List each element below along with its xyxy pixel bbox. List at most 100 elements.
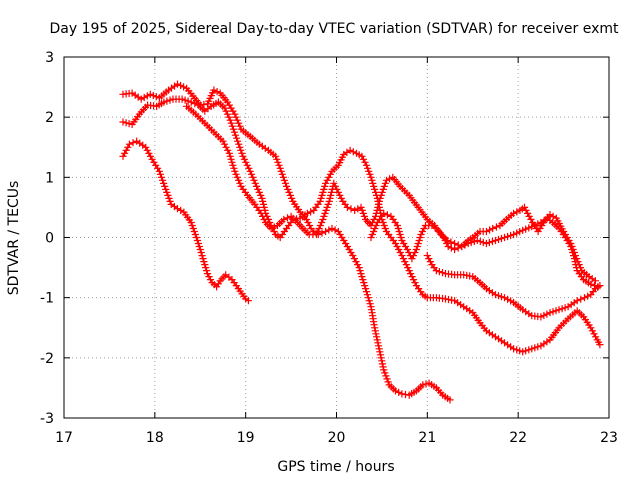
data-point [226, 152, 234, 160]
data-point [235, 119, 243, 127]
data-point [257, 191, 265, 199]
x-tick-label: 20 [328, 430, 346, 446]
data-point [229, 125, 237, 133]
data-point [193, 236, 202, 245]
data-point [188, 221, 196, 230]
data-point [231, 167, 239, 175]
data-point [381, 179, 389, 187]
data-point [321, 182, 329, 190]
data-point [198, 252, 206, 260]
data-point [510, 230, 518, 239]
data-point [537, 313, 545, 321]
data-point [522, 347, 530, 355]
data-point [365, 167, 373, 175]
y-tick-label: 3 [45, 50, 54, 66]
data-point [358, 206, 366, 214]
data-point [358, 273, 366, 281]
data-point [278, 170, 286, 178]
data-point [381, 224, 389, 233]
data-point [380, 209, 388, 217]
data-point [528, 345, 536, 353]
data-point [577, 295, 585, 303]
data-point [531, 344, 539, 352]
data-point [596, 341, 604, 349]
data-point [394, 224, 402, 233]
data-point [201, 261, 209, 269]
data-point [206, 94, 214, 102]
data-point [500, 233, 509, 242]
data-point [549, 308, 557, 316]
data-point [275, 161, 283, 169]
data-point [558, 305, 566, 313]
data-point [181, 96, 189, 104]
data-point [228, 122, 236, 130]
data-point [363, 291, 371, 299]
data-point [190, 227, 198, 236]
data-point [159, 176, 167, 184]
data-point [316, 221, 324, 230]
data-point [207, 92, 215, 100]
data-point [494, 235, 503, 244]
data-point [435, 268, 443, 276]
data-point [226, 116, 234, 124]
data-point [473, 236, 481, 245]
data-point [202, 264, 210, 272]
data-point [571, 251, 579, 260]
data-point [546, 309, 554, 317]
data-point [312, 230, 321, 239]
data-point [280, 176, 288, 184]
data-point [476, 237, 484, 246]
data-point [274, 158, 282, 166]
data-point [259, 197, 267, 205]
data-point [125, 120, 133, 128]
data-point [395, 227, 403, 236]
data-point [365, 297, 373, 305]
data-point [367, 233, 375, 242]
data-point [378, 188, 386, 196]
data-point [416, 233, 424, 242]
data-point [163, 188, 171, 196]
data-point [327, 191, 335, 199]
data-point [236, 122, 244, 130]
data-point [488, 237, 496, 246]
data-point [362, 288, 371, 296]
data-point [519, 226, 527, 234]
data-point [231, 131, 240, 139]
data-point [228, 158, 236, 166]
data-point [470, 237, 478, 246]
data-point [254, 185, 262, 193]
data-point [412, 245, 420, 254]
data-point [225, 149, 233, 157]
data-point [162, 185, 170, 193]
data-point [318, 218, 326, 227]
data-point [377, 354, 385, 362]
data-point [180, 83, 188, 91]
data-point [576, 264, 585, 272]
data-point [567, 239, 575, 248]
data-point [510, 345, 518, 353]
data-point [555, 306, 563, 314]
data-point [384, 378, 392, 386]
data-point [163, 97, 171, 105]
data-point [232, 113, 240, 121]
data-point [561, 304, 569, 312]
data-point [447, 238, 455, 246]
data-point [191, 230, 199, 239]
data-point [325, 197, 333, 205]
data-point [160, 98, 168, 106]
data-point [160, 179, 168, 187]
data-point [230, 164, 238, 172]
y-tick-label: -3 [40, 411, 54, 427]
data-point [249, 173, 257, 181]
data-point [177, 81, 185, 90]
data-point [374, 203, 382, 211]
data-point [347, 205, 355, 213]
data-point [504, 232, 512, 241]
data-point [307, 224, 315, 233]
data-point [513, 229, 521, 237]
data-point [359, 276, 367, 284]
data-point [371, 224, 379, 233]
data-point [149, 91, 157, 100]
data-point [370, 227, 378, 236]
data-point [322, 206, 330, 214]
